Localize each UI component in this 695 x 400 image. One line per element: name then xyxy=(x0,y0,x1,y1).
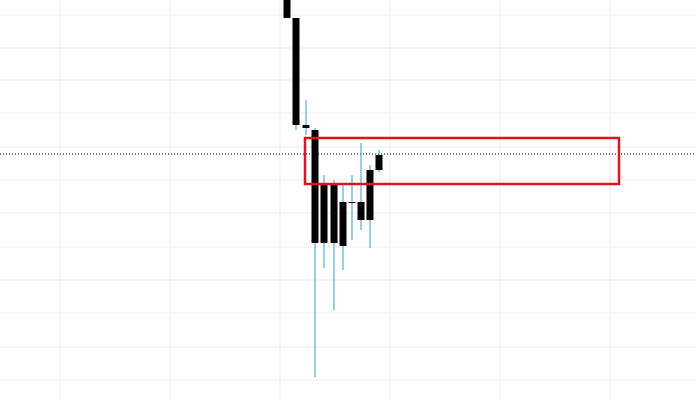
candle-body xyxy=(348,202,356,203)
candle-body xyxy=(283,0,291,18)
candle-body xyxy=(375,155,383,170)
candle-body xyxy=(320,183,328,243)
highlight-box xyxy=(303,136,621,186)
candle-body xyxy=(311,130,319,243)
candle-body xyxy=(330,185,338,243)
candle-body xyxy=(357,202,365,220)
candle-body xyxy=(339,202,347,246)
candle-body xyxy=(302,125,310,128)
candle-body xyxy=(366,170,374,220)
candle-body xyxy=(292,18,300,125)
